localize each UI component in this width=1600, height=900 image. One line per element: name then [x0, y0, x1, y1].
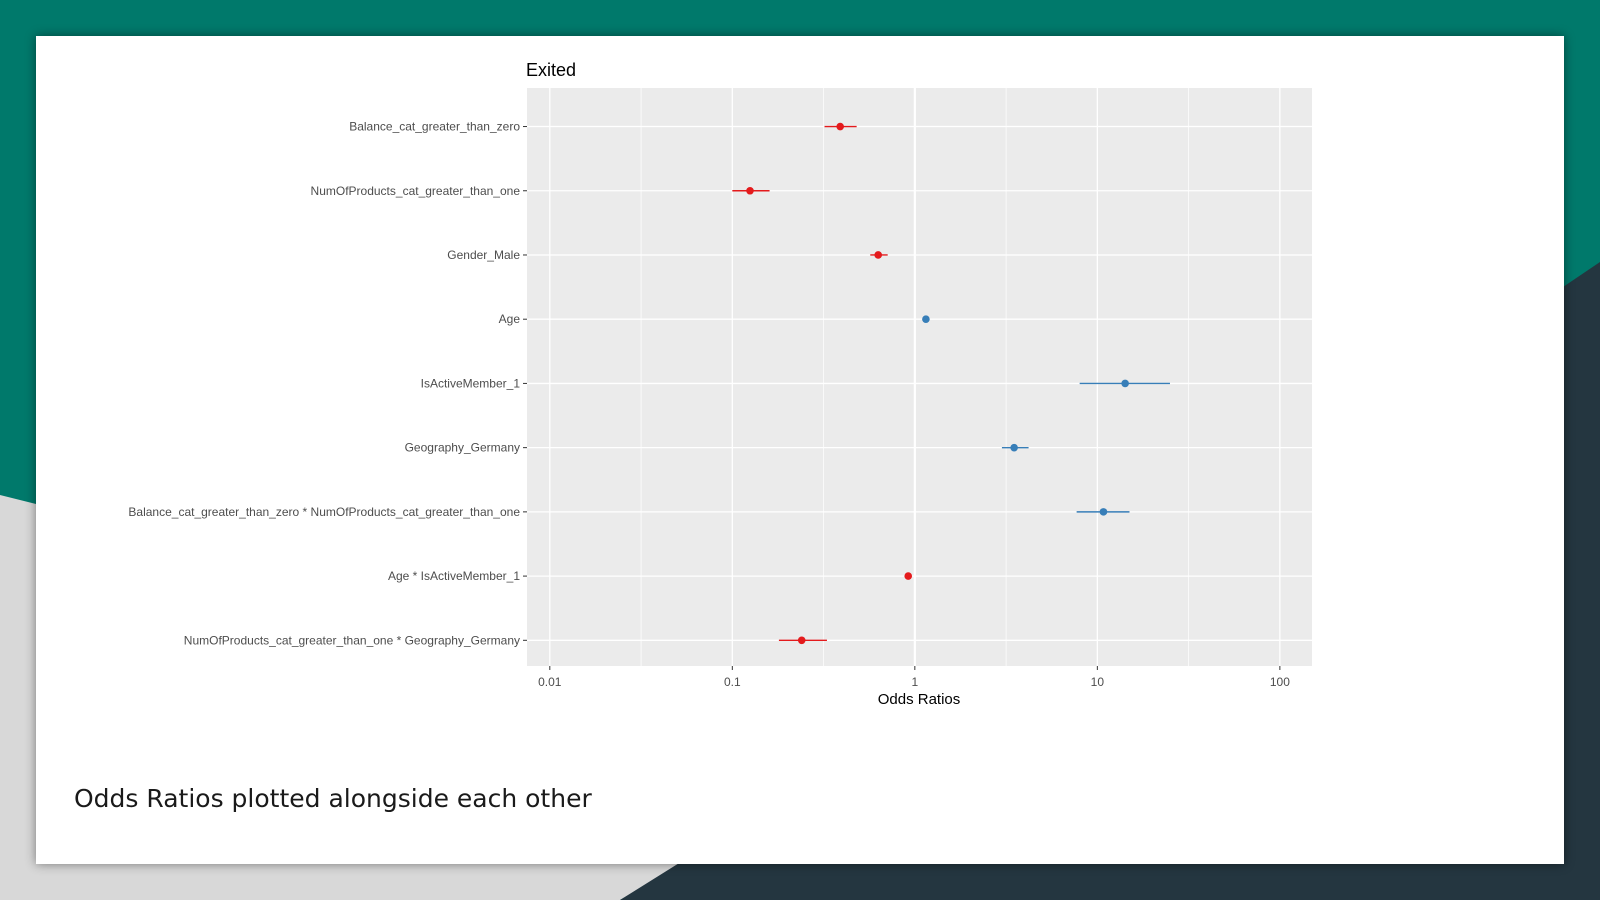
estimate-point — [1099, 508, 1108, 516]
estimate-point — [1121, 379, 1129, 388]
estimate-point — [874, 251, 883, 259]
plot-panel — [527, 88, 1312, 666]
odds-ratio-plot: Exited Balance_cat_greater_than_zero NumO… — [128, 60, 1312, 708]
grid-lines — [527, 88, 1312, 666]
y-tick-label: NumOfProducts_cat_greater_than_one * Geo… — [184, 633, 520, 647]
x-tick-label: 1 — [911, 675, 918, 689]
data-marks — [732, 122, 1170, 645]
x-axis-label: Odds Ratios — [878, 691, 961, 708]
estimate-point — [746, 186, 754, 195]
x-tick-label: 100 — [1270, 675, 1290, 689]
estimate-point — [1010, 443, 1018, 452]
estimate-point — [922, 315, 930, 324]
y-tick-label: Gender_Male — [447, 248, 520, 262]
y-tick-label: Geography_Germany — [405, 441, 520, 455]
y-tick-label: Balance_cat_greater_than_zero — [349, 120, 520, 134]
y-axis: Balance_cat_greater_than_zero NumOfProduc… — [128, 120, 527, 647]
y-tick-label: Balance_cat_greater_than_zero * NumOfPro… — [128, 505, 520, 519]
estimate-point — [797, 636, 806, 645]
chart-title: Exited — [526, 60, 576, 80]
x-tick-label: 0.1 — [724, 675, 741, 689]
x-tick-label: 0.01 — [538, 675, 562, 689]
y-tick-label: Age * IsActiveMember_1 — [388, 569, 520, 583]
y-tick-label: IsActiveMember_1 — [421, 376, 521, 390]
slide-caption: Odds Ratios plotted alongside each other — [74, 784, 592, 813]
estimate-point — [836, 122, 844, 131]
x-tick-label: 10 — [1091, 675, 1105, 689]
y-tick-label: Age — [499, 312, 521, 326]
y-tick-label: NumOfProducts_cat_greater_than_one — [311, 184, 521, 198]
estimate-point — [904, 572, 913, 580]
x-axis: 0.01 0.1 1 10 100 — [538, 666, 1290, 689]
slide-card: Exited Balance_cat_greater_than_zero NumO… — [36, 36, 1564, 864]
